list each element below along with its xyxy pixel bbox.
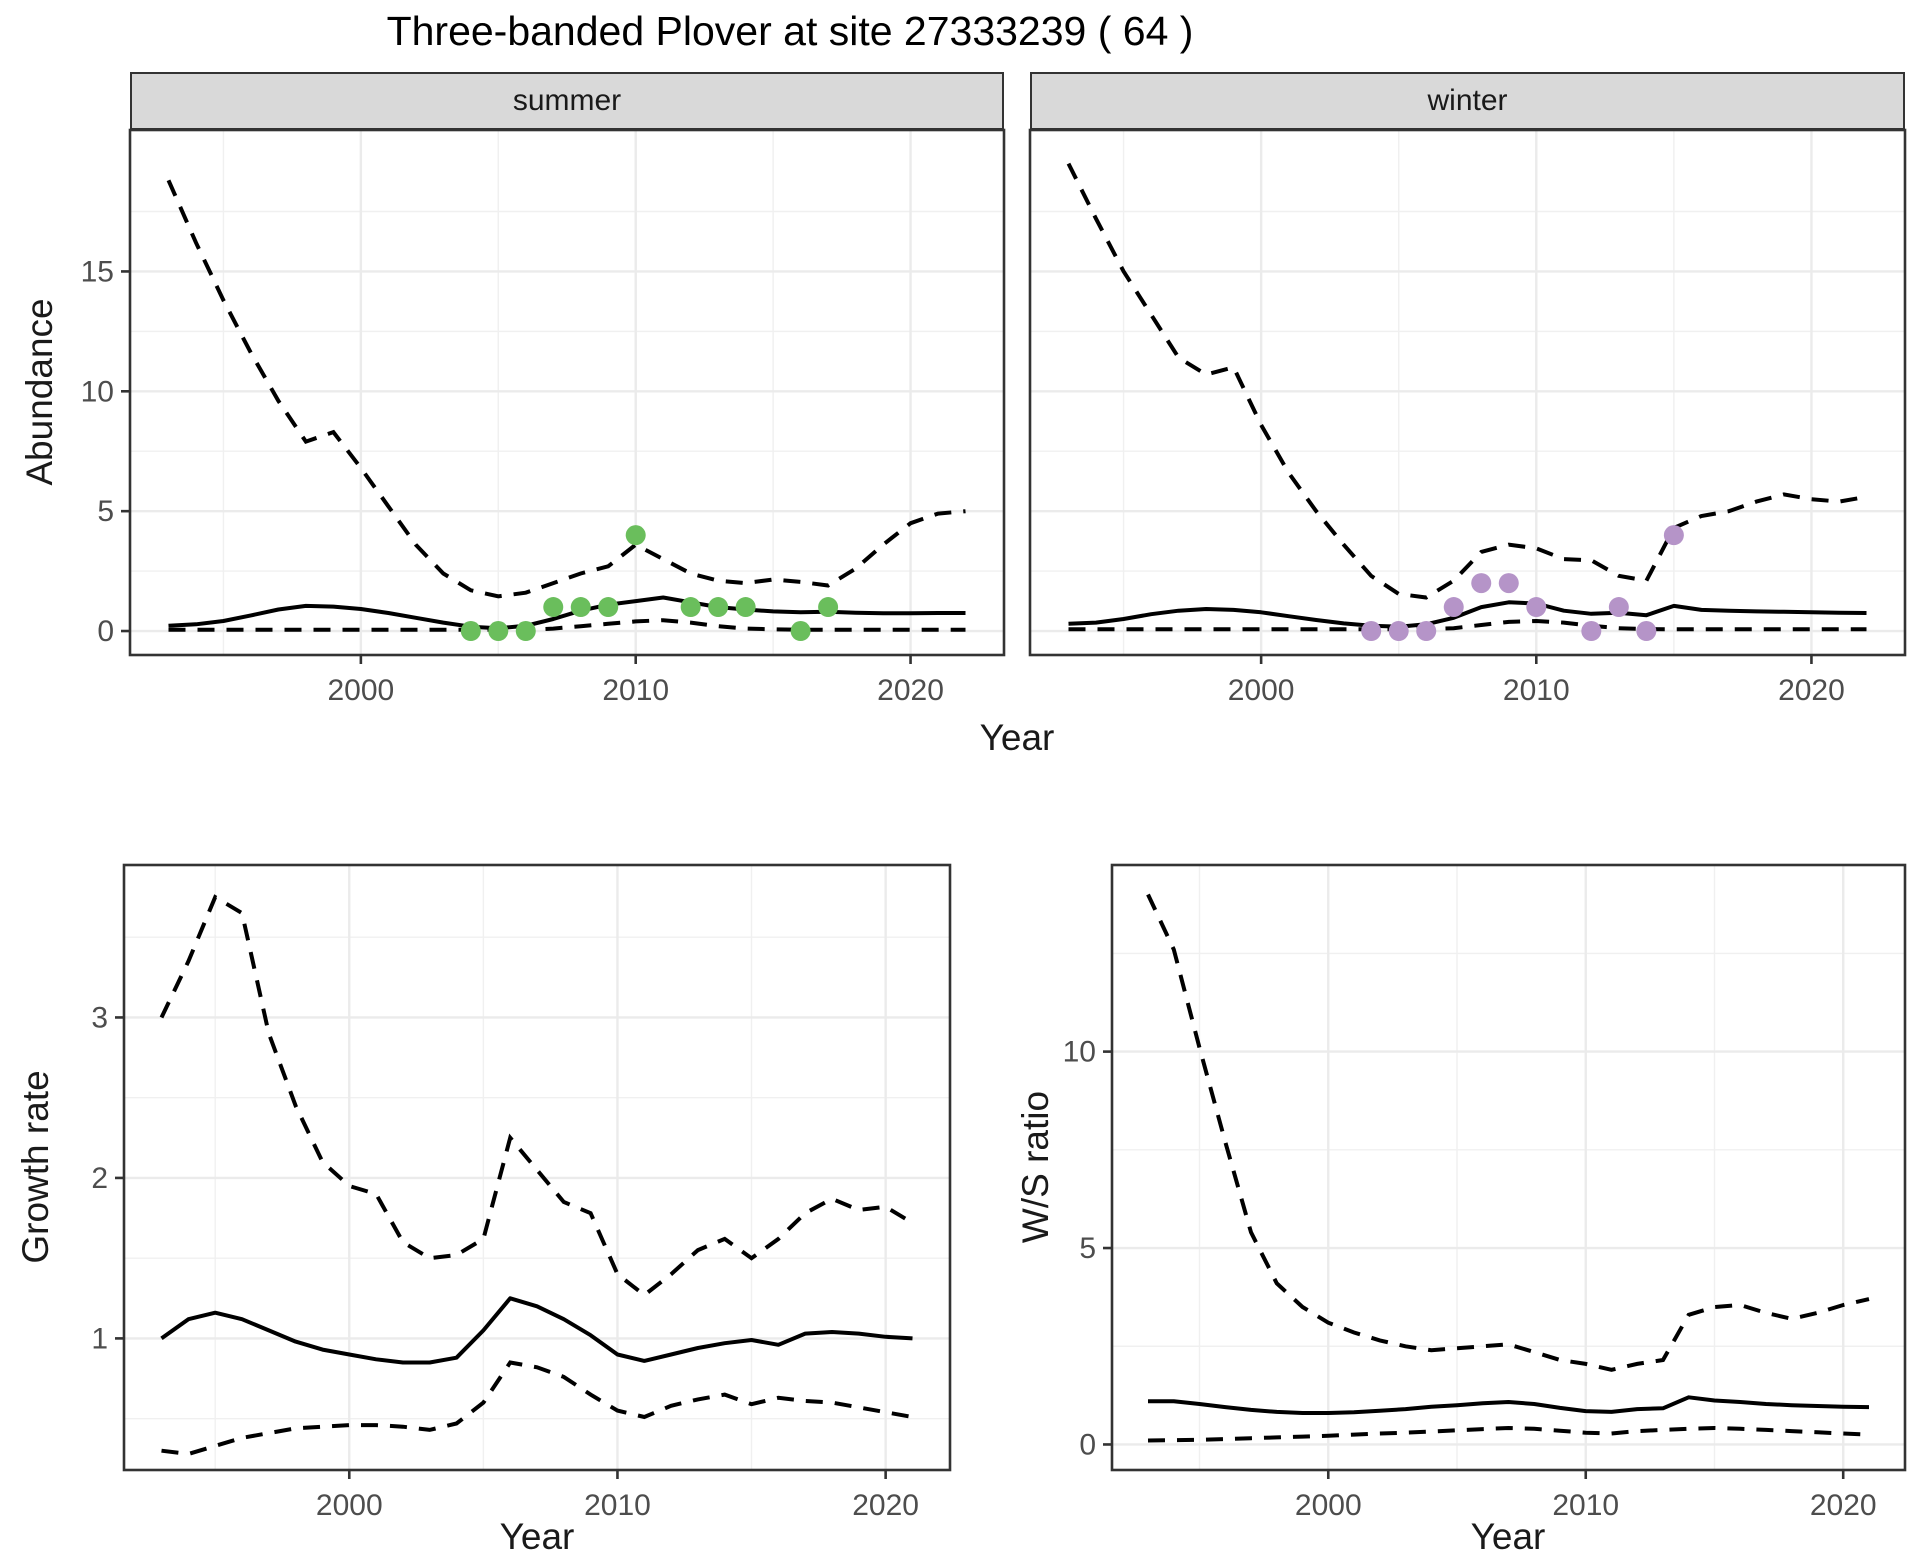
axis-ticks: 2000 2010 2020 0 5 10 — [1063, 1036, 1877, 1522]
gridlines-major — [1112, 865, 1905, 1470]
observed-points — [460, 525, 839, 642]
lower-ci-line — [161, 1360, 913, 1457]
y-tick-label: 5 — [97, 495, 114, 528]
observed-point — [515, 621, 536, 642]
upper-ci-line — [1146, 893, 1870, 1372]
observed-point — [460, 621, 481, 642]
x-tick-label: 2020 — [852, 1489, 919, 1522]
median-line — [160, 1296, 913, 1365]
x-tick-label: 2000 — [316, 1489, 383, 1522]
observed-point — [570, 597, 591, 618]
y-tick-label: 5 — [1079, 1232, 1096, 1265]
observed-point — [1581, 621, 1602, 642]
x-tick-label: 2010 — [602, 674, 669, 707]
y-tick-label: 0 — [1079, 1428, 1096, 1461]
median-line — [1148, 1395, 1870, 1415]
gridlines-major — [130, 130, 1004, 655]
panel-w-s-ratio: 2000 2010 2020 0 5 10 — [1063, 863, 1907, 1522]
gridlines-major — [1030, 130, 1905, 655]
x-tick-label: 2020 — [1810, 1489, 1877, 1522]
gridlines-major — [124, 865, 950, 1470]
observed-point — [488, 621, 509, 642]
x-tick-label: 2010 — [1503, 674, 1570, 707]
axis-ticks: 2000 2010 2020 — [1228, 655, 1845, 707]
observed-point — [1526, 597, 1547, 618]
facet-strip-summer: summer — [130, 72, 1004, 130]
observed-point — [1636, 621, 1657, 642]
observed-point — [1471, 573, 1492, 594]
x-tick-label: 2020 — [1778, 674, 1845, 707]
y-tick-label: 2 — [91, 1162, 108, 1195]
facet-strip-winter-label: winter — [1427, 84, 1508, 117]
x-axis-title-top: Year — [979, 717, 1055, 758]
x-axis-title-growth-rate: Year — [499, 1516, 575, 1557]
observed-point — [1608, 597, 1629, 618]
gridlines-minor — [1112, 865, 1905, 1470]
observed-point — [1361, 621, 1382, 642]
y-tick-label: 10 — [1063, 1036, 1096, 1069]
x-tick-label: 2020 — [877, 674, 944, 707]
x-tick-label: 2000 — [1228, 674, 1295, 707]
x-tick-label: 2010 — [1552, 1489, 1619, 1522]
x-tick-label: 2000 — [1295, 1489, 1362, 1522]
observed-point — [1416, 621, 1437, 642]
facet-strip-winter: winter — [1030, 72, 1905, 130]
observed-point — [543, 597, 564, 618]
y-tick-label: 0 — [97, 615, 114, 648]
axis-ticks: 2000 2010 2020 0 5 10 15 — [81, 255, 944, 707]
gridlines-minor — [124, 865, 950, 1470]
observed-point — [1498, 573, 1519, 594]
observed-point — [1443, 597, 1464, 618]
plot-title: Three-banded Plover at site 27333239 ( 6… — [386, 8, 1194, 54]
lower-ci-line — [168, 618, 966, 632]
y-tick-label: 15 — [81, 255, 114, 288]
observed-point — [708, 597, 729, 618]
observed-point — [680, 597, 701, 618]
observed-point — [735, 597, 756, 618]
upper-ci-line — [1066, 162, 1867, 600]
y-tick-label: 3 — [91, 1001, 108, 1034]
panel-summer: 2000 2010 2020 0 5 10 15 — [81, 128, 1006, 707]
observed-point — [598, 597, 619, 618]
axis-ticks: 2000 2010 2020 1 2 3 — [91, 1001, 919, 1522]
facet-strip-summer-label: summer — [512, 84, 622, 117]
lower-ci-line — [1147, 1425, 1870, 1443]
panel-growth-rate: 2000 2010 2020 1 2 3 — [91, 863, 952, 1522]
observed-points — [1361, 525, 1684, 642]
observed-point — [818, 597, 839, 618]
observed-point — [1388, 621, 1409, 642]
x-axis-title-ws-ratio: Year — [1470, 1516, 1546, 1557]
x-tick-label: 2010 — [584, 1489, 651, 1522]
observed-point — [625, 525, 646, 546]
observed-point — [790, 621, 811, 642]
median-line — [1068, 600, 1867, 629]
y-tick-label: 1 — [91, 1322, 108, 1355]
panel-winter: 2000 2010 2020 — [1028, 128, 1907, 707]
x-tick-label: 2000 — [327, 674, 394, 707]
y-tick-label: 10 — [81, 375, 114, 408]
observed-point — [1663, 525, 1684, 546]
